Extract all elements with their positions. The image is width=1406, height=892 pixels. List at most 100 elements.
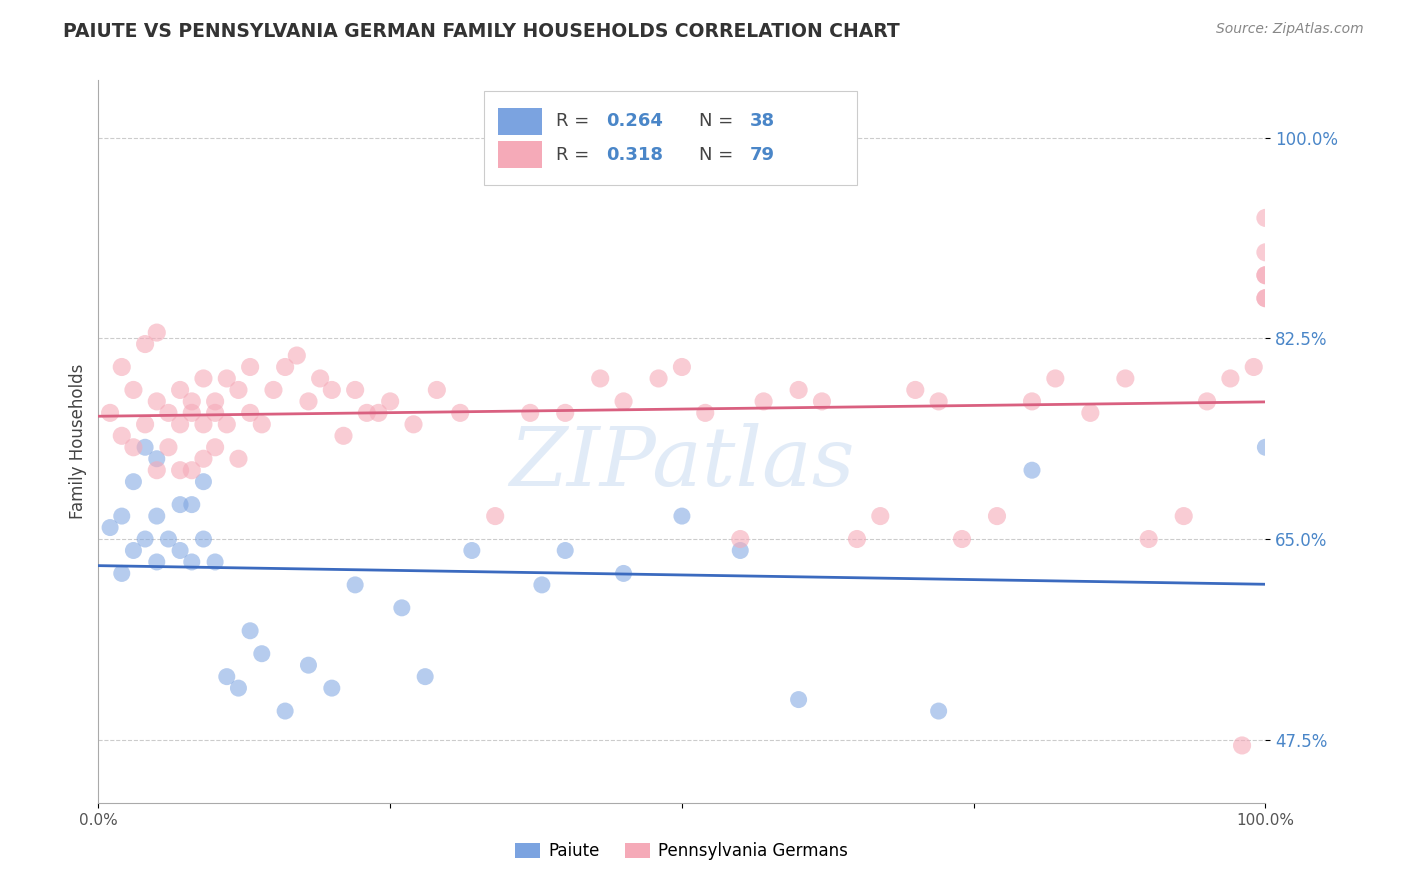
Point [111, 566, 134, 581]
Point [1114, 371, 1136, 385]
Point [380, 394, 402, 409]
Point [426, 383, 449, 397]
Point [1173, 509, 1195, 524]
Point [1254, 291, 1277, 305]
Text: 0.318: 0.318 [606, 145, 664, 164]
Point [228, 681, 250, 695]
Point [647, 371, 669, 385]
Point [950, 532, 973, 546]
Point [134, 440, 156, 454]
Point [613, 394, 636, 409]
Point [169, 463, 191, 477]
Point [111, 429, 134, 443]
Point [215, 417, 238, 432]
Point [344, 383, 367, 397]
Point [367, 406, 389, 420]
Text: 0.264: 0.264 [606, 112, 664, 130]
Point [321, 383, 343, 397]
Point [193, 417, 215, 432]
Point [695, 406, 717, 420]
Point [484, 509, 506, 524]
Point [986, 509, 1008, 524]
Point [250, 417, 273, 432]
Point [332, 429, 354, 443]
Point [157, 532, 180, 546]
Point [344, 578, 367, 592]
Point [297, 658, 319, 673]
Point [1254, 291, 1277, 305]
Point [274, 704, 297, 718]
Point [730, 543, 752, 558]
Point [297, 394, 319, 409]
FancyBboxPatch shape [498, 108, 541, 136]
Point [613, 566, 636, 581]
Point [215, 670, 238, 684]
Point [134, 337, 156, 351]
Point [111, 359, 134, 374]
Point [1219, 371, 1241, 385]
Point [1243, 359, 1265, 374]
Point [904, 383, 927, 397]
Point [1137, 532, 1160, 546]
Point [846, 532, 869, 546]
Point [589, 371, 612, 385]
Point [811, 394, 834, 409]
Point [1254, 268, 1277, 283]
Point [204, 394, 226, 409]
Point [554, 406, 576, 420]
Point [239, 406, 262, 420]
Text: N =: N = [699, 112, 740, 130]
Y-axis label: Family Households: Family Households [69, 364, 87, 519]
Point [869, 509, 891, 524]
Point [449, 406, 471, 420]
Point [204, 406, 226, 420]
Point [146, 451, 169, 466]
Point [671, 359, 693, 374]
Point [1021, 394, 1043, 409]
Point [285, 349, 308, 363]
Point [1254, 245, 1277, 260]
Point [752, 394, 775, 409]
Point [928, 704, 950, 718]
Point [146, 326, 169, 340]
Point [180, 498, 202, 512]
Point [111, 509, 134, 524]
Text: R =: R = [555, 145, 595, 164]
Point [146, 555, 169, 569]
Point [321, 681, 343, 695]
Point [730, 532, 752, 546]
Point [274, 359, 297, 374]
Point [180, 463, 202, 477]
Point [169, 498, 191, 512]
FancyBboxPatch shape [484, 91, 858, 185]
Point [671, 509, 693, 524]
Point [928, 394, 950, 409]
Point [228, 383, 250, 397]
Point [1080, 406, 1102, 420]
FancyBboxPatch shape [498, 141, 541, 169]
Point [239, 624, 262, 638]
Point [122, 543, 145, 558]
Point [1195, 394, 1218, 409]
Point [239, 359, 262, 374]
Point [169, 417, 191, 432]
Point [1254, 440, 1277, 454]
Point [204, 555, 226, 569]
Point [169, 543, 191, 558]
Point [134, 532, 156, 546]
Point [122, 475, 145, 489]
Point [309, 371, 332, 385]
Point [180, 555, 202, 569]
Point [157, 440, 180, 454]
Text: Source: ZipAtlas.com: Source: ZipAtlas.com [1216, 22, 1364, 37]
Text: R =: R = [555, 112, 595, 130]
Point [262, 383, 284, 397]
Point [1230, 739, 1253, 753]
Point [146, 463, 169, 477]
Point [1021, 463, 1043, 477]
Point [215, 371, 238, 385]
Point [250, 647, 273, 661]
Point [228, 451, 250, 466]
Point [787, 692, 810, 706]
Text: N =: N = [699, 145, 740, 164]
